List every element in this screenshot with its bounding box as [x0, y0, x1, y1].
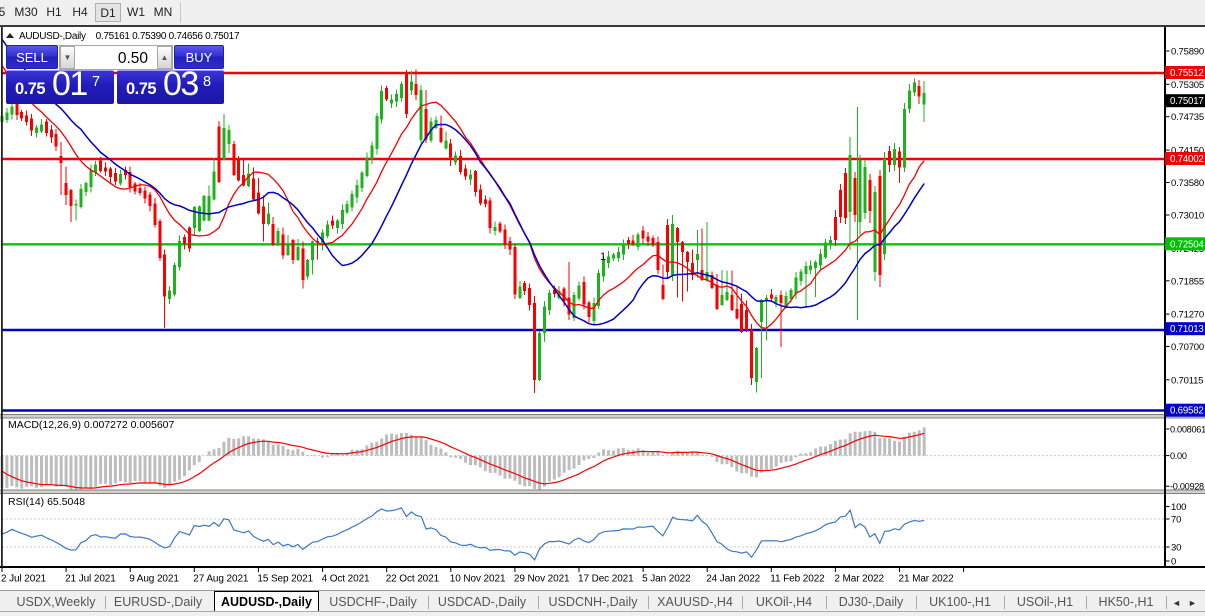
svg-text:0.74002: 0.74002 [1170, 154, 1204, 165]
svg-text:0.70115: 0.70115 [1171, 375, 1203, 386]
svg-text:2 Mar 2022: 2 Mar 2022 [834, 574, 884, 585]
svg-text:MACD(12,26,9) 0.007272 0.00560: MACD(12,26,9) 0.007272 0.005607 [8, 419, 175, 431]
svg-text:29 Nov 2021: 29 Nov 2021 [514, 574, 570, 585]
svg-text:22 Oct 2021: 22 Oct 2021 [386, 574, 440, 585]
svg-text:0.69582: 0.69582 [1170, 406, 1204, 417]
svg-text:0.72504: 0.72504 [1170, 239, 1204, 250]
svg-text:0.008061: 0.008061 [1170, 425, 1205, 435]
svg-text:RSI(14) 65.5048: RSI(14) 65.5048 [8, 496, 85, 508]
svg-text:30: 30 [1171, 543, 1181, 554]
svg-text:70: 70 [1171, 515, 1181, 526]
svg-text:10 Nov 2021: 10 Nov 2021 [450, 574, 506, 585]
svg-text:27 Aug 2021: 27 Aug 2021 [193, 574, 249, 585]
svg-text:-0.00928: -0.00928 [1170, 482, 1204, 492]
svg-text:0.71855: 0.71855 [1171, 276, 1204, 287]
svg-text:15 Sep 2021: 15 Sep 2021 [257, 574, 313, 585]
svg-text:24 Jan 2022: 24 Jan 2022 [706, 574, 760, 585]
svg-text:17 Dec 2021: 17 Dec 2021 [578, 574, 634, 585]
svg-text:0.71013: 0.71013 [1170, 324, 1204, 335]
svg-text:0.75017: 0.75017 [1170, 96, 1204, 107]
svg-text:0.75305: 0.75305 [1171, 80, 1204, 91]
svg-text:100: 100 [1171, 502, 1186, 513]
svg-text:0.73580: 0.73580 [1171, 178, 1204, 189]
svg-text:0.73010: 0.73010 [1171, 211, 1204, 222]
svg-text:21 Jul 2021: 21 Jul 2021 [65, 574, 116, 585]
svg-text:21 Mar 2022: 21 Mar 2022 [899, 574, 955, 585]
svg-text:0.00: 0.00 [1170, 451, 1187, 461]
svg-text:4 Oct 2021: 4 Oct 2021 [322, 574, 370, 585]
svg-text:1: 1 [600, 251, 606, 263]
svg-text:0.74735: 0.74735 [1171, 112, 1204, 123]
svg-text:0.71270: 0.71270 [1171, 310, 1204, 321]
svg-text:0.74150: 0.74150 [1171, 146, 1204, 157]
svg-text:0.75512: 0.75512 [1170, 68, 1204, 79]
svg-text:2 Jul 2021: 2 Jul 2021 [1, 574, 47, 585]
svg-text:0.70700: 0.70700 [1171, 342, 1204, 353]
svg-text:0.75890: 0.75890 [1171, 47, 1204, 58]
svg-text:5 Jan 2022: 5 Jan 2022 [642, 574, 691, 585]
svg-text:0: 0 [1171, 557, 1176, 568]
svg-text:9 Aug 2021: 9 Aug 2021 [129, 574, 179, 585]
svg-text:11 Feb 2022: 11 Feb 2022 [770, 574, 825, 585]
